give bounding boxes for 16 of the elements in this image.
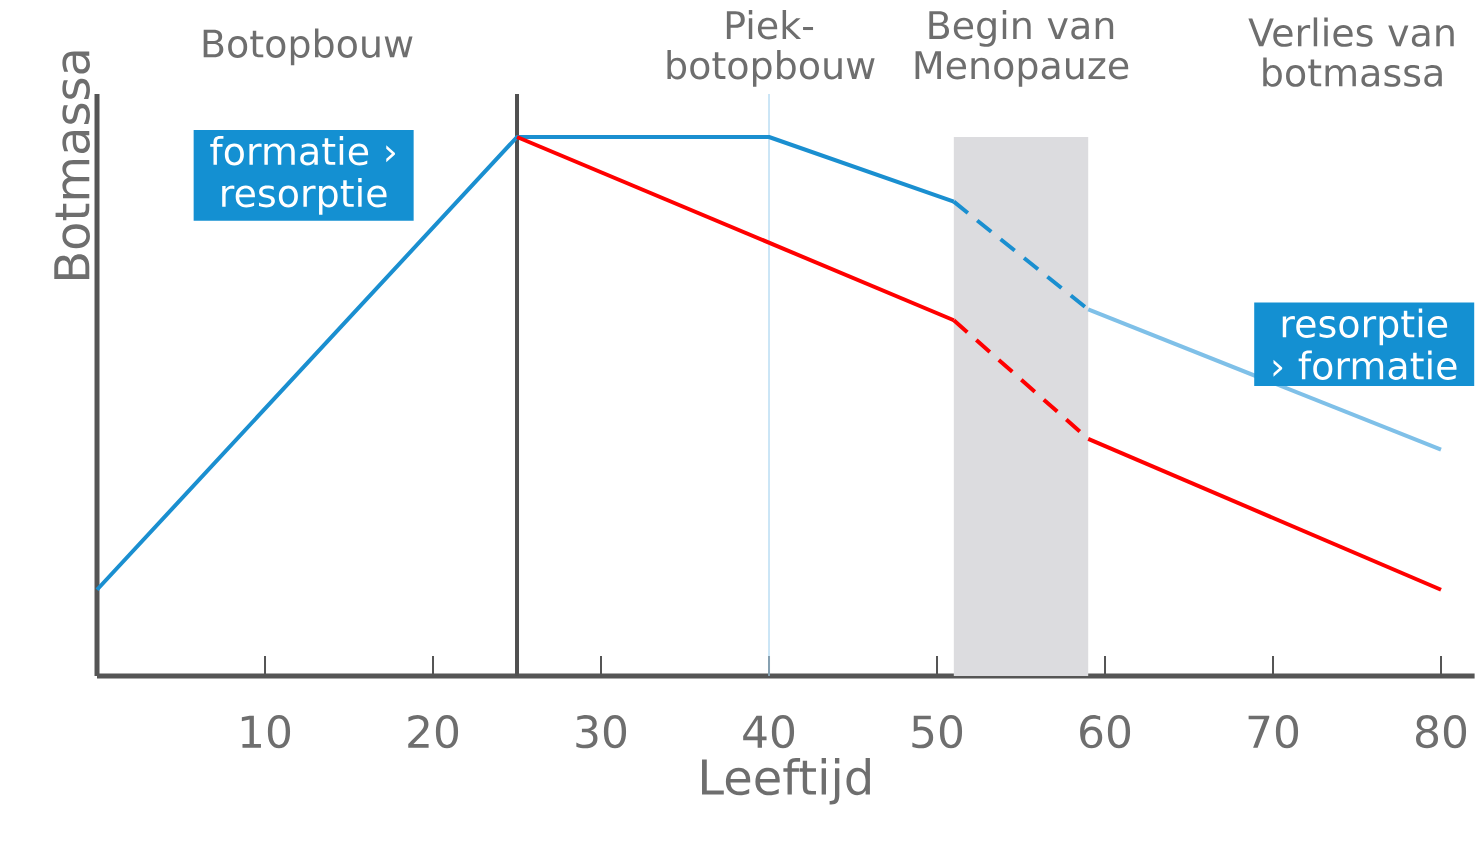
x-tick-label: 60 [1080, 715, 1131, 749]
x-tick-label: 40 [743, 715, 795, 749]
x-tick-label: 80 [1416, 715, 1467, 749]
annotation: formatie › resorptie [210, 136, 395, 215]
band-label: Begin van Menopauze [915, 10, 1129, 87]
ref-line-label: Piek-botopbouw [667, 10, 875, 87]
annotation: resorptie › formatie [1273, 308, 1457, 380]
x-tick-label: 10 [241, 715, 291, 749]
x-axis-title: Leeftijd [702, 758, 870, 805]
text: Verlies van botmassa [1248, 17, 1454, 87]
x-tick-label: 20 [408, 715, 459, 749]
y-axis-title: Botmassa [54, 51, 90, 280]
x-tick-label: 30 [576, 715, 627, 749]
text: Botopbouw [203, 28, 413, 66]
x-tick-label: 70 [1248, 715, 1299, 749]
x-tick-label: 50 [912, 715, 963, 749]
